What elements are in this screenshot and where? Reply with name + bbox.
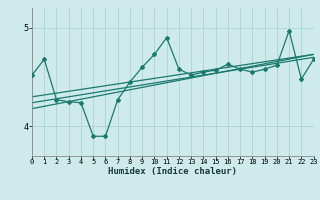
- X-axis label: Humidex (Indice chaleur): Humidex (Indice chaleur): [108, 167, 237, 176]
